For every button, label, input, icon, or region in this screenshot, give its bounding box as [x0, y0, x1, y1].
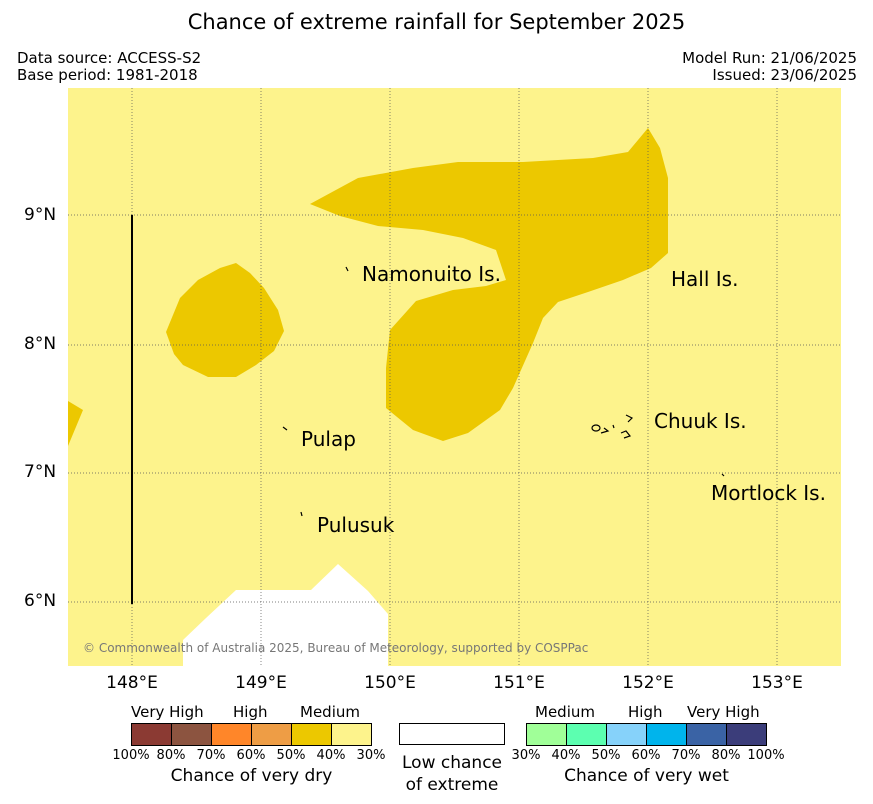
lon-label-148e: 148°E	[106, 673, 158, 693]
copyright-text: © Commonwealth of Australia 2025, Bureau…	[83, 641, 588, 655]
wet-swatch-3	[607, 724, 647, 745]
dry-pct-80: 80%	[156, 748, 186, 763]
place-label-pulusuk: Pulusuk	[317, 513, 395, 537]
dry-pct-50: 50%	[276, 748, 306, 763]
place-label-pulap: Pulap	[301, 427, 356, 451]
lon-label-153e: 153°E	[751, 673, 803, 693]
meta-right: Model Run: 21/06/2025 Issued: 23/06/2025	[682, 50, 857, 84]
dry-pct-60: 60%	[236, 748, 266, 763]
dry-pct-100: 100%	[112, 748, 150, 763]
dry-legend-high: High	[233, 703, 268, 721]
model-run-text: Model Run: 21/06/2025	[682, 49, 857, 67]
map-title: Chance of extreme rainfall for September…	[187, 10, 686, 34]
wet-pct-40: 40%	[551, 748, 581, 763]
wet-pct-50: 50%	[591, 748, 621, 763]
lon-label-152e: 152°E	[622, 673, 674, 693]
wet-swatch-2	[567, 724, 607, 745]
wet-legend-very-high: Very High	[687, 703, 760, 721]
place-label-chuuk: Chuuk Is.	[654, 409, 747, 433]
rainfall-map: Namonuito Is. Hall Is. Pulap Chuuk Is. M…	[68, 88, 841, 666]
lon-label-150e: 150°E	[364, 673, 416, 693]
wet-swatch-4	[647, 724, 687, 745]
dry-region-main	[310, 128, 668, 441]
issued-text: Issued: 23/06/2025	[712, 66, 857, 84]
place-label-hall: Hall Is.	[671, 267, 738, 291]
low-chance-region	[183, 564, 388, 666]
wet-pct-80: 80%	[711, 748, 741, 763]
dry-legend-very-high: Very High	[131, 703, 204, 721]
wet-legend-medium: Medium	[535, 703, 595, 721]
place-label-namonuito: Namonuito Is.	[362, 262, 501, 286]
dry-swatch-3	[212, 724, 252, 745]
lon-label-151e: 151°E	[493, 673, 545, 693]
wet-swatch-5	[687, 724, 727, 745]
wet-swatch-6	[727, 724, 766, 745]
low-chance-caption-line2: of extreme	[405, 775, 499, 795]
place-label-mortlock: Mortlock Is.	[711, 481, 826, 505]
lat-label-7n: 7°N	[24, 462, 57, 482]
dry-legend-medium: Medium	[300, 703, 360, 721]
dry-swatch-5	[292, 724, 332, 745]
lat-label-9n: 9°N	[24, 205, 57, 225]
place-labels: Namonuito Is. Hall Is. Pulap Chuuk Is. M…	[301, 262, 826, 537]
island-shapes	[282, 266, 725, 517]
dry-swatch-1	[132, 724, 172, 745]
wet-legend-caption: Chance of very wet	[564, 766, 729, 786]
lat-label-6n: 6°N	[24, 591, 57, 611]
dry-swatch-4	[252, 724, 292, 745]
low-chance-caption: Low chance of extreme	[399, 752, 505, 796]
wet-pct-100: 100%	[747, 748, 785, 763]
wet-legend-high: High	[628, 703, 663, 721]
wet-pct-60: 60%	[631, 748, 661, 763]
dry-color-bar	[131, 723, 372, 746]
dry-pct-30: 30%	[356, 748, 386, 763]
wet-pct-70: 70%	[671, 748, 701, 763]
dry-region-west	[166, 263, 284, 377]
dry-region-edge	[68, 401, 83, 446]
base-period-text: Base period: 1981-2018	[17, 66, 198, 84]
low-chance-swatch	[399, 723, 505, 745]
lat-label-8n: 8°N	[24, 334, 57, 354]
wet-swatch-1	[527, 724, 567, 745]
dry-swatch-2	[172, 724, 212, 745]
dry-pct-40: 40%	[316, 748, 346, 763]
wet-pct-30: 30%	[511, 748, 541, 763]
low-chance-caption-line1: Low chance	[402, 753, 502, 773]
lon-label-149e: 149°E	[235, 673, 287, 693]
dry-swatch-6	[332, 724, 371, 745]
wet-color-bar	[526, 723, 767, 746]
meta-left: Data source: ACCESS-S2 Base period: 1981…	[17, 50, 201, 84]
dry-pct-70: 70%	[196, 748, 226, 763]
dry-legend-caption: Chance of very dry	[170, 766, 333, 786]
data-source-text: Data source: ACCESS-S2	[17, 49, 202, 67]
